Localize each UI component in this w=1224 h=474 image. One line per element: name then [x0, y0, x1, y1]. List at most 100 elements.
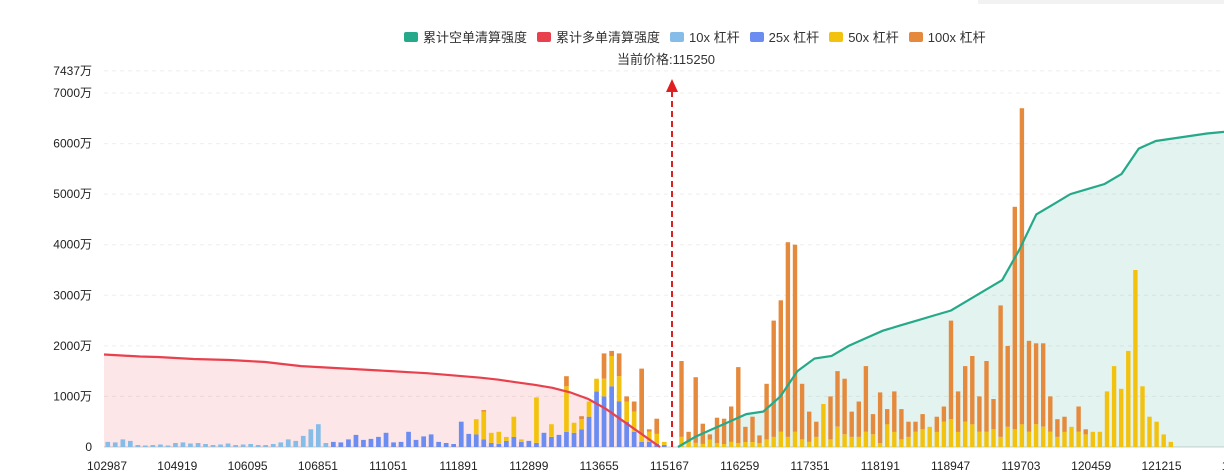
left-bar-lev50 — [549, 424, 554, 437]
right-bar-lev100 — [799, 383, 805, 440]
long-liquidation-area — [104, 354, 660, 447]
short-liquidation-line — [677, 130, 1224, 448]
right-bar-lev100 — [729, 406, 734, 442]
legend-item-25x[interactable]: 25x 杠杆 — [749, 27, 819, 46]
left-bar-lev25 — [346, 439, 351, 447]
x-tick-label: 104919 — [157, 459, 197, 473]
right-bar-lev50 — [792, 431, 798, 447]
legend-swatch-10x — [670, 31, 685, 42]
left-bar-lev50 — [564, 386, 569, 432]
left-bar-lev100 — [654, 418, 660, 434]
left-bar-lev50 — [488, 432, 494, 443]
left-bar-lev50 — [579, 419, 584, 430]
right-bar-lev100 — [736, 367, 741, 443]
right-bar-lev50 — [1048, 431, 1053, 447]
right-bar-lev100 — [1026, 340, 1032, 432]
right-bar-lev50 — [764, 439, 769, 447]
right-bar-lev100 — [906, 421, 911, 437]
right-bar-lev50 — [984, 431, 989, 447]
right-bar-lev100 — [757, 435, 762, 443]
legend-item-50x[interactable]: 50x 杠杆 — [829, 27, 899, 46]
left-bar-lev50 — [661, 441, 667, 445]
right-bar-lev50 — [955, 431, 961, 447]
left-bar-lev10 — [210, 445, 216, 447]
right-bar-lev50 — [877, 443, 883, 447]
left-bar-lev100 — [601, 353, 607, 379]
left-bar-lev10 — [218, 444, 223, 447]
chart-legend: 累计空单清算强度 累计多单清算强度 10x 杠杆 25x 杠杆 50x 杠杆 1… — [404, 27, 986, 46]
legend-item-long[interactable]: 累计多单清算强度 — [537, 27, 660, 46]
left-bar-lev100 — [646, 429, 652, 432]
left-bar-lev50 — [504, 436, 509, 441]
right-bar-lev50 — [885, 424, 890, 447]
left-bar-lev50 — [639, 434, 644, 442]
left-bar-lev25 — [504, 440, 509, 447]
right-bar-lev50 — [1012, 429, 1017, 447]
right-bar-lev100 — [771, 320, 776, 437]
left-bar-lev10 — [240, 444, 246, 447]
right-bar-lev100 — [686, 431, 691, 442]
right-bar-lev100 — [955, 391, 961, 432]
x-tick-label: 118191 — [861, 459, 900, 473]
right-bar-lev50 — [714, 443, 720, 447]
right-bar-lev50 — [1090, 431, 1095, 447]
right-bar-lev100 — [1012, 206, 1017, 430]
y-tick-label: 3000万 — [53, 288, 92, 302]
left-bar-lev10 — [105, 441, 111, 447]
y-tick-label: 7437万 — [53, 64, 92, 78]
y-tick-label: 5000万 — [53, 187, 92, 201]
y-tick-label: 7000万 — [53, 86, 92, 100]
right-bar-lev50 — [814, 436, 819, 447]
left-bar-lev50 — [473, 419, 479, 435]
right-bar-lev50 — [750, 441, 755, 447]
right-bar-lev50 — [1069, 426, 1074, 447]
right-bar-lev50 — [920, 429, 925, 447]
x-tick-label: 119703 — [1001, 459, 1040, 473]
legend-item-short[interactable]: 累计空单清算强度 — [404, 27, 527, 46]
legend-swatch-long — [537, 31, 552, 42]
right-bar-lev50 — [1119, 388, 1124, 447]
x-tick-label: 106095 — [228, 459, 268, 473]
right-bar-lev100 — [877, 392, 883, 443]
left-bar-lev10 — [278, 442, 284, 447]
right-bar-lev50 — [1126, 350, 1131, 447]
left-bar-lev10 — [173, 443, 178, 447]
x-tick-label: 122 — [1222, 459, 1224, 473]
right-bar-lev100 — [998, 305, 1003, 437]
left-bar-lev25 — [631, 431, 637, 447]
top-scrollbar-fragment — [978, 0, 1224, 4]
right-bar-lev100 — [679, 361, 684, 437]
right-bar-lev50 — [863, 431, 869, 447]
left-bar-lev25 — [579, 429, 584, 447]
right-bar-lev100 — [1048, 396, 1053, 432]
x-tick-label: 116259 — [720, 459, 759, 473]
right-bar-lev50 — [1168, 441, 1173, 447]
right-bar-lev50 — [948, 419, 954, 447]
left-bar-lev25 — [368, 438, 374, 447]
legend-item-10x[interactable]: 10x 杠杆 — [670, 27, 740, 46]
right-bar-lev100 — [913, 421, 918, 432]
right-bar-lev100 — [1076, 406, 1081, 432]
x-tick-label: 111891 — [439, 459, 478, 473]
left-bar-lev50 — [616, 376, 622, 402]
left-bar-lev25 — [436, 441, 441, 447]
x-tick-label: 106851 — [298, 459, 338, 473]
left-bar-lev25 — [571, 432, 577, 447]
left-bar-lev25 — [496, 444, 502, 447]
left-bar-lev25 — [466, 433, 472, 447]
left-bar-lev50 — [534, 397, 539, 443]
left-bar-lev25 — [661, 445, 667, 447]
left-bar-lev50 — [481, 411, 487, 440]
left-bar-lev10 — [285, 439, 291, 447]
left-bar-lev50 — [646, 431, 652, 442]
left-bar-lev25 — [383, 432, 389, 447]
legend-item-100x[interactable]: 100x 杠杆 — [908, 27, 986, 46]
left-bar-lev25 — [526, 440, 532, 447]
left-bar-lev100 — [631, 401, 637, 412]
right-bar-lev50 — [757, 443, 762, 447]
legend-swatch-50x — [829, 31, 844, 42]
x-tick-label: 120459 — [1071, 459, 1111, 473]
right-bar-lev50 — [736, 443, 741, 447]
right-bar-lev50 — [693, 443, 698, 447]
left-bar-lev25 — [413, 439, 419, 447]
